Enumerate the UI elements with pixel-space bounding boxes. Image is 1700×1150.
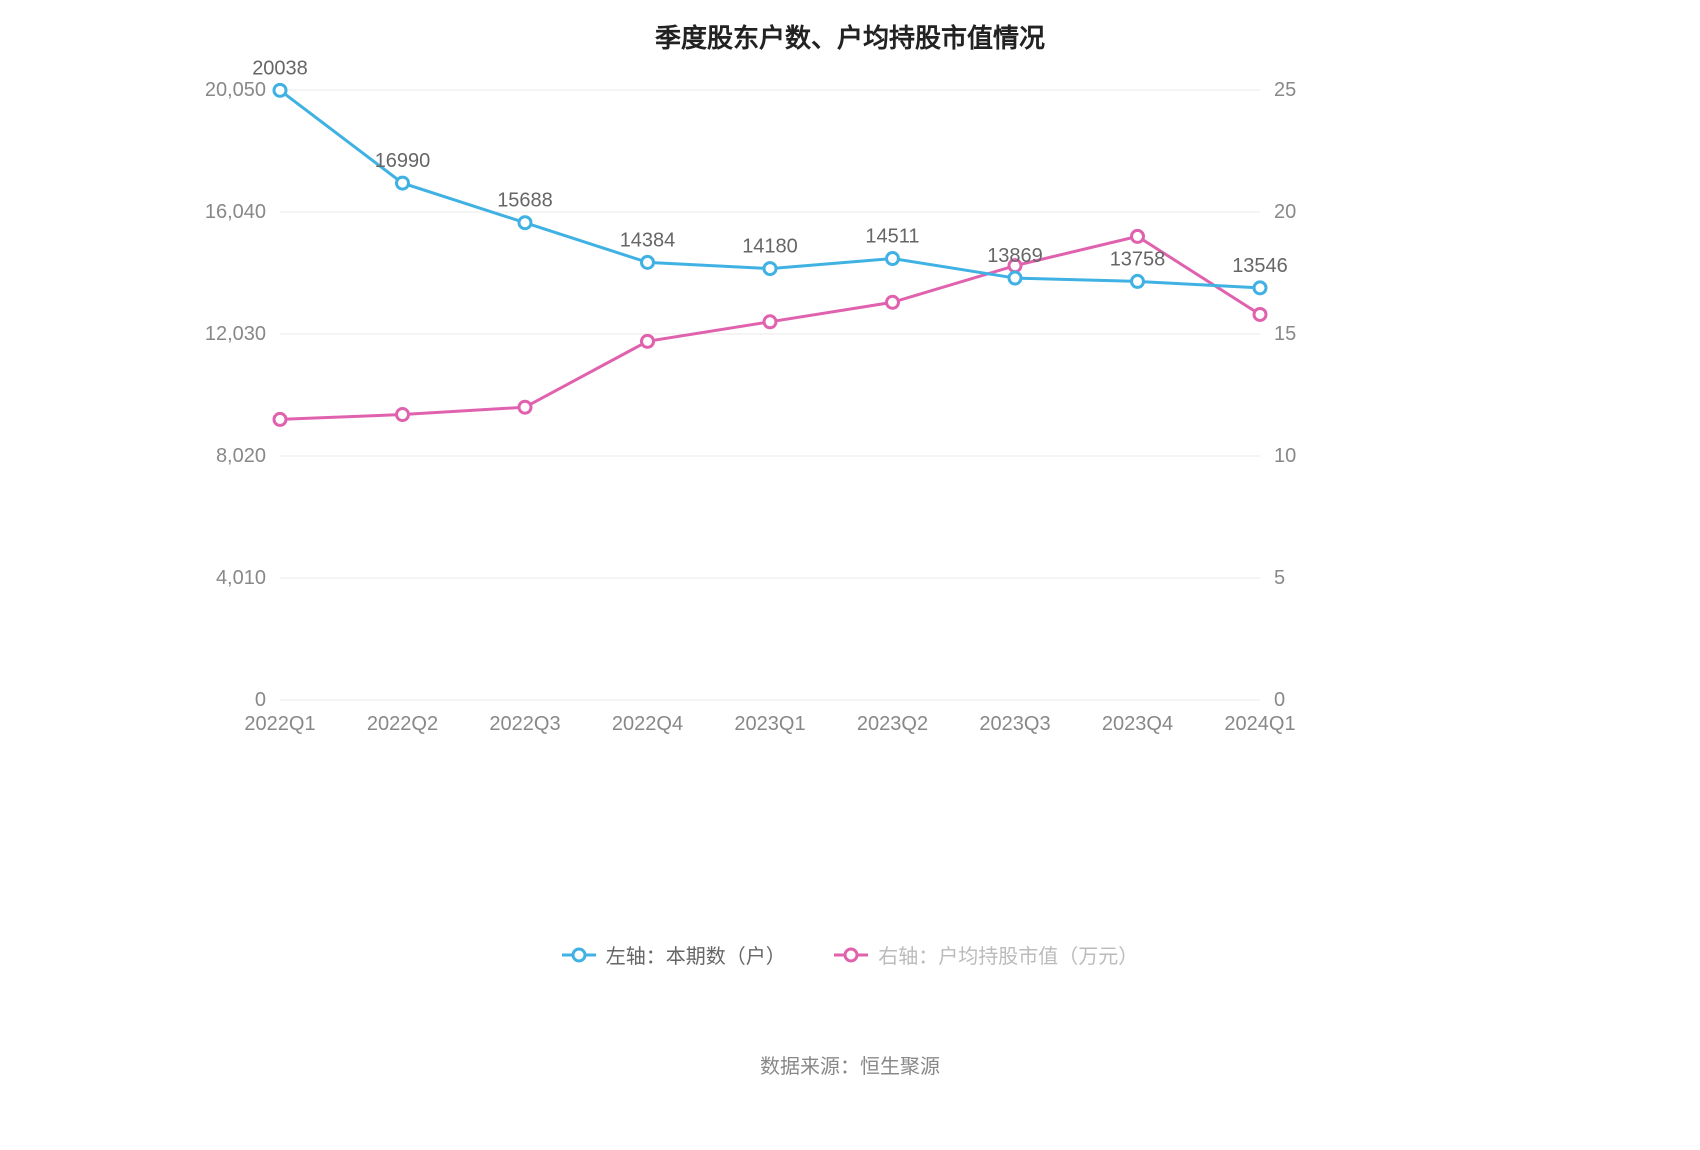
left-series-data-label: 20038 — [252, 60, 308, 79]
x-tick-label: 2024Q1 — [1224, 713, 1295, 735]
left-series-marker — [519, 217, 531, 229]
y-left-tick-label: 16,040 — [205, 201, 266, 223]
right-series-marker — [764, 316, 776, 328]
legend-swatch-right — [834, 947, 868, 963]
left-series-marker — [1132, 275, 1144, 287]
x-tick-label: 2022Q4 — [612, 713, 683, 735]
x-tick-label: 2023Q3 — [979, 713, 1050, 735]
y-left-tick-label: 0 — [255, 689, 266, 711]
legend-label-right: 右轴：户均持股市值（万元） — [878, 940, 1138, 969]
legend-swatch-left — [562, 947, 596, 963]
right-series-marker — [642, 335, 654, 347]
x-tick-label: 2023Q4 — [1102, 713, 1173, 735]
right-series-marker — [397, 409, 409, 421]
chart-title: 季度股东户数、户均持股市值情况 — [0, 18, 1700, 55]
left-series-data-label: 16990 — [375, 150, 431, 172]
left-series-marker — [1009, 272, 1021, 284]
data-source: 数据来源：恒生聚源 — [0, 1050, 1700, 1079]
y-right-tick-label: 25 — [1274, 79, 1296, 101]
left-series-data-label: 13869 — [987, 245, 1043, 267]
legend-item-right: 右轴：户均持股市值（万元） — [834, 940, 1138, 969]
y-right-tick-label: 0 — [1274, 689, 1285, 711]
y-left-tick-label: 8,020 — [216, 445, 266, 467]
left-series-marker — [1254, 282, 1266, 294]
left-series-marker — [274, 84, 286, 96]
right-series-marker — [887, 296, 899, 308]
right-series-marker — [519, 401, 531, 413]
left-series-data-label: 14511 — [865, 226, 919, 248]
left-series-marker — [764, 263, 776, 275]
left-series-data-label: 14384 — [620, 229, 676, 251]
left-series-data-label: 13546 — [1232, 255, 1288, 277]
y-right-tick-label: 10 — [1274, 445, 1296, 467]
left-series-data-label: 15688 — [497, 190, 553, 212]
legend-item-left: 左轴：本期数（户） — [562, 940, 786, 969]
y-right-tick-label: 15 — [1274, 323, 1296, 345]
chart-container: 季度股东户数、户均持股市值情况 0 4,010 8,020 12,030 16,040 2… — [0, 0, 1700, 1150]
left-series-marker — [887, 253, 899, 265]
left-series-marker — [397, 177, 409, 189]
y-left-tick-label: 20,050 — [205, 79, 266, 101]
right-series-marker — [1132, 230, 1144, 242]
y-left-tick-label: 12,030 — [205, 323, 266, 345]
line-chart: 0 4,010 8,020 12,030 16,040 20,050 0 5 10 15 20 25 2… — [170, 60, 1350, 780]
left-series-data-label: 13758 — [1110, 248, 1166, 270]
x-tick-label: 2022Q1 — [244, 713, 315, 735]
legend-label-left: 左轴：本期数（户） — [606, 940, 786, 969]
y-right-tick-label: 20 — [1274, 201, 1296, 223]
right-series-marker — [1254, 308, 1266, 320]
y-left-tick-label: 4,010 — [216, 567, 266, 589]
x-tick-label: 2023Q2 — [857, 713, 928, 735]
x-tick-label: 2022Q2 — [367, 713, 438, 735]
x-tick-label: 2023Q1 — [734, 713, 805, 735]
x-tick-label: 2022Q3 — [489, 713, 560, 735]
left-series-data-label: 14180 — [742, 236, 798, 258]
legend: 左轴：本期数（户） 右轴：户均持股市值（万元） — [0, 940, 1700, 969]
left-series-marker — [642, 256, 654, 268]
y-right-tick-label: 5 — [1274, 567, 1285, 589]
right-series-marker — [274, 413, 286, 425]
